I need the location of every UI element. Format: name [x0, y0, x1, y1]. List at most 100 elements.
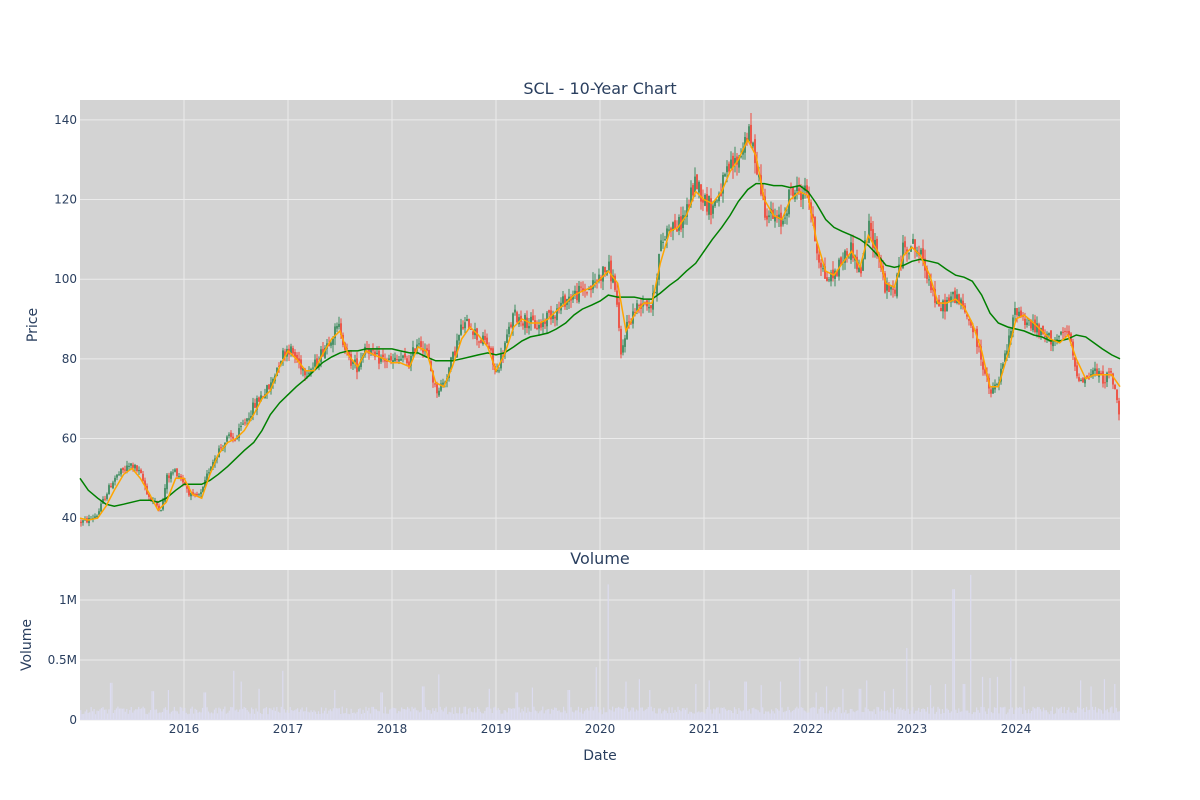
candle-body — [970, 320, 972, 326]
volume-bar — [549, 713, 551, 720]
candle-body — [388, 358, 390, 360]
candle-body — [272, 378, 274, 384]
volume-bar — [190, 708, 192, 720]
volume-bar — [1010, 657, 1012, 720]
volume-bar — [276, 706, 278, 720]
short-moving-average-line — [79, 138, 1121, 521]
date-tick-label: 2021 — [689, 722, 720, 736]
candle-body — [174, 469, 176, 472]
volume-bar — [161, 712, 164, 720]
volume-bar — [1060, 706, 1062, 720]
candle-body — [1080, 380, 1082, 382]
candle-body — [202, 486, 204, 493]
candle-body — [138, 470, 140, 472]
volume-bar — [802, 707, 804, 720]
candle-body — [1030, 320, 1032, 329]
candle-body — [708, 195, 710, 215]
volume-bar — [130, 707, 132, 720]
volume-bar — [435, 708, 437, 720]
volume-bar — [439, 706, 441, 720]
candle-body — [706, 193, 708, 212]
volume-bar — [1032, 706, 1034, 720]
candle-body — [336, 325, 338, 329]
volume-bar — [178, 713, 180, 720]
volume-bar — [628, 711, 630, 720]
volume-bar — [365, 706, 367, 720]
candle-body — [116, 474, 118, 478]
volume-bar — [928, 713, 930, 720]
candle-body — [1014, 308, 1016, 315]
volume-bar — [861, 712, 863, 720]
volume-bar — [551, 708, 553, 720]
volume-bar — [907, 708, 909, 720]
volume-axis-title: Volume — [19, 619, 35, 671]
volume-bar — [901, 709, 903, 720]
candle-body — [870, 222, 872, 231]
volume-bar — [265, 707, 268, 720]
volume-bar — [965, 710, 967, 720]
candle-body — [298, 358, 300, 362]
volume-bar — [836, 708, 838, 720]
candle-body — [98, 511, 100, 515]
candle-body — [544, 321, 546, 324]
volume-bar — [506, 712, 508, 720]
volume-bar — [1059, 708, 1061, 720]
volume-bar — [429, 710, 431, 720]
volume-bar — [1065, 713, 1067, 720]
candle-body — [1116, 389, 1118, 400]
volume-bar — [748, 709, 750, 720]
volume-bar — [996, 676, 999, 720]
volume-bar — [1057, 709, 1059, 720]
volume-bar — [236, 709, 238, 720]
candle-body — [816, 243, 818, 254]
candle-body — [562, 296, 564, 304]
volume-bar — [943, 713, 945, 720]
volume-bar — [106, 713, 109, 720]
candle-body — [230, 432, 232, 437]
volume-bar — [450, 712, 452, 720]
volume-bar — [973, 712, 975, 720]
volume-bar — [701, 711, 703, 720]
candle-body — [826, 277, 828, 281]
volume-bar — [793, 709, 795, 720]
volume-bar — [414, 707, 416, 720]
volume-bar — [769, 713, 771, 720]
candle-body — [722, 174, 724, 194]
candle-body — [552, 314, 554, 320]
candle-body — [786, 213, 788, 216]
candle-body — [486, 337, 488, 344]
volume-bar — [1099, 708, 1101, 720]
candle-body — [980, 346, 982, 360]
candle-body — [648, 306, 650, 309]
candle-body — [372, 349, 374, 351]
volume-bar — [635, 709, 637, 720]
volume-bar — [282, 670, 284, 720]
volume-bar — [87, 712, 89, 720]
volume-bar — [714, 709, 716, 720]
volume-bar — [525, 712, 528, 720]
volume-bar — [667, 713, 669, 720]
volume-bar — [245, 707, 247, 720]
candle-body — [732, 155, 734, 168]
candle-body — [944, 299, 946, 312]
volume-bar — [771, 709, 773, 720]
volume-bar — [463, 706, 465, 720]
volume-bar — [561, 712, 563, 720]
date-axis-title: Date — [583, 748, 616, 764]
volume-bar — [851, 708, 853, 720]
volume-bar — [109, 682, 112, 720]
candle-body — [464, 322, 466, 329]
candle-body — [320, 349, 322, 362]
volume-bar — [827, 713, 829, 720]
volume-bar — [496, 710, 498, 720]
candle-body — [962, 300, 964, 306]
volume-bar — [662, 711, 664, 720]
candle-body — [820, 262, 822, 268]
volume-bar — [378, 711, 380, 720]
volume-bar — [580, 707, 583, 720]
volume-bar — [484, 710, 486, 720]
volume-bar — [1004, 706, 1006, 720]
candle-body — [132, 464, 134, 468]
volume-bar — [224, 706, 226, 720]
candle-body — [478, 341, 480, 343]
